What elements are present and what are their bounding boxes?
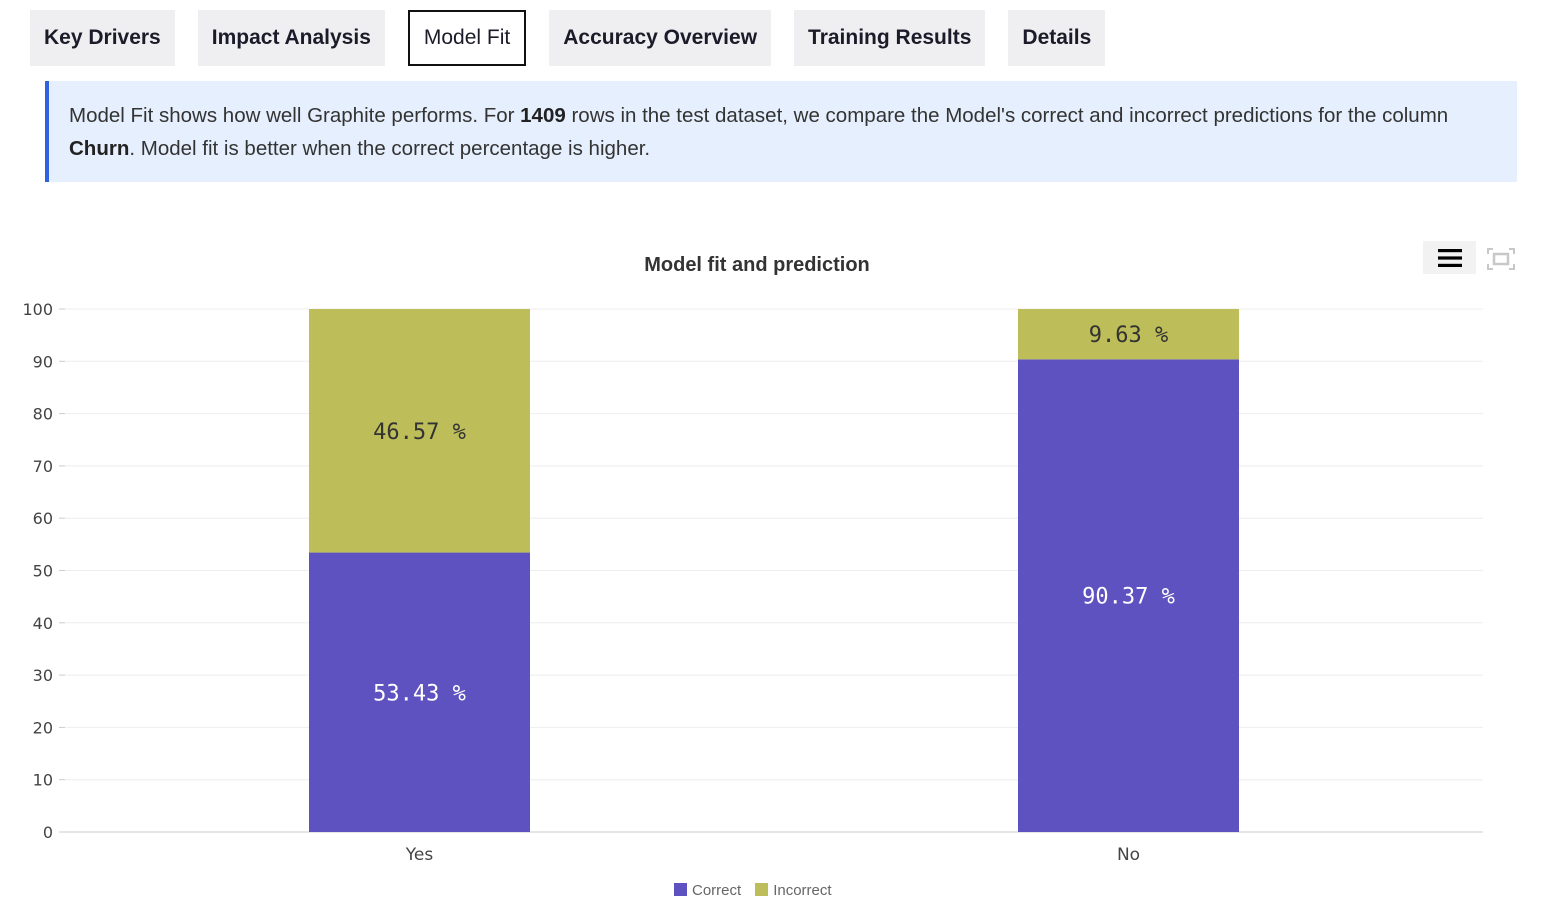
info-rows-count: 1409 [520, 104, 566, 127]
y-tick-label: 0 [43, 823, 53, 842]
tab-training-results[interactable]: Training Results [794, 10, 986, 66]
bar-incorrect-yes [309, 309, 530, 553]
y-tick-label: 90 [33, 352, 53, 371]
legend-swatch-incorrect [755, 883, 769, 896]
bar-incorrect-no [1018, 309, 1239, 360]
info-text-3: . Model fit is better when the correct p… [129, 137, 651, 160]
y-tick-label: 20 [33, 718, 53, 737]
info-text-1: Model Fit shows how well Graphite perfor… [69, 104, 521, 127]
y-tick-label: 100 [22, 300, 53, 319]
data-label: 53.43 % [373, 681, 466, 706]
x-tick-label: No [1117, 845, 1140, 865]
y-tick-label: 60 [33, 509, 53, 528]
data-label: 90.37 % [1082, 585, 1175, 610]
y-tick-label: 70 [33, 457, 53, 476]
hamburger-menu-icon [1437, 248, 1462, 267]
tab-impact-analysis[interactable]: Impact Analysis [197, 10, 385, 66]
data-label: 46.57 % [373, 420, 466, 445]
bar-correct-yes [309, 552, 530, 832]
chart-legend: Correct Incorrect [674, 882, 832, 899]
legend-label-incorrect: Incorrect [773, 882, 832, 899]
model-fit-info-banner: Model Fit shows how well Graphite perfor… [45, 81, 1517, 182]
data-label: 9.63 % [1089, 323, 1168, 348]
y-tick-label: 80 [33, 405, 53, 424]
bar-correct-no [1018, 359, 1239, 832]
info-text-2: rows in the test dataset, we compare the… [565, 104, 1449, 127]
legend-item-correct[interactable]: Correct [674, 882, 741, 899]
x-tick-label: Yes [405, 845, 434, 865]
y-tick-label: 40 [33, 614, 53, 633]
fullscreen-icon[interactable] [1486, 246, 1516, 272]
info-column-name: Churn [69, 137, 130, 160]
chart-menu-button[interactable] [1423, 241, 1476, 274]
legend-label-correct: Correct [692, 882, 742, 899]
tab-model-fit[interactable]: Model Fit [407, 10, 527, 66]
tab-details[interactable]: Details [1008, 10, 1106, 66]
legend-item-incorrect[interactable]: Incorrect [755, 882, 832, 899]
chart-title: Model fit and prediction [644, 254, 870, 276]
tab-key-drivers[interactable]: Key Drivers [30, 10, 175, 66]
legend-swatch-correct [674, 883, 687, 896]
tab-bar: Key Drivers Impact Analysis Model Fit Ac… [30, 10, 1106, 66]
y-tick-label: 10 [33, 771, 53, 790]
y-tick-label: 50 [33, 562, 53, 581]
y-tick-label: 30 [33, 666, 53, 685]
tab-accuracy-overview[interactable]: Accuracy Overview [549, 10, 772, 66]
